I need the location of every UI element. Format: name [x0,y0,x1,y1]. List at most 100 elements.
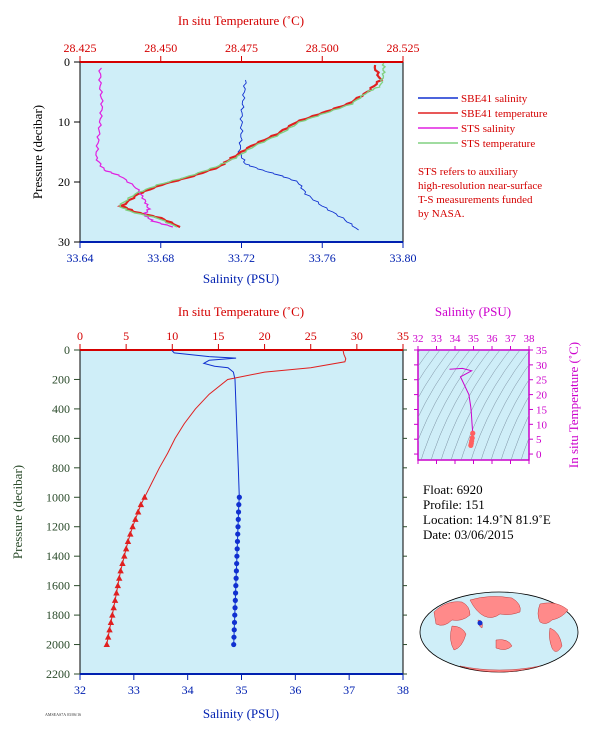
full-profile-temp-tick-label: 10 [166,329,178,343]
float-id: Float: 6920 [423,482,483,497]
full-profile-series-group [103,349,347,648]
full-profile-sal-tick-label: 35 [236,683,248,697]
near-surface-tick-group: 28.425 28.450 28.475 28.500 28.525 33.64 33.68… [58,41,420,265]
full-profile-salinity-marker [236,502,242,508]
full-profile-temperature-marker [137,501,145,508]
ts-density-contour [460,350,521,460]
full-profile-salinity-marker [233,583,239,589]
near-surface-bottom-axis-label: Salinity (PSU) [203,271,279,286]
full-profile-bottom-axis-label: Salinity (PSU) [203,706,279,721]
legend-note-line-4: by NASA. [418,208,465,220]
ts-density-contour [418,350,471,442]
legend-label-sbe41-temperature: SBE41 temperature [461,108,548,120]
ts-density-contour [500,395,529,460]
near-surface-temp-tick-label: 28.450 [144,41,177,55]
ts-temp-tick-label: 5 [536,434,542,446]
full-profile-pressure-tick-label: 2000 [46,638,70,652]
ts-top-axis-label: Salinity (PSU) [435,304,511,319]
ts-deep-marker [470,430,476,436]
legend-label-sts-salinity: STS salinity [461,123,516,135]
near-surface-temp-tick-label: 28.475 [225,41,258,55]
ts-density-contour [520,437,529,460]
full-profile-salinity-marker [231,641,237,648]
ts-series-group [449,367,476,449]
near-surface-series-group [95,62,387,231]
full-profile-pressure-tick-label: 400 [52,402,70,416]
ts-sal-tick-label: 38 [524,333,536,345]
near-surface-series-sbe41-salinity [237,79,359,231]
near-surface-sal-tick-label: 33.72 [228,251,255,265]
full-profile-temperature-marker [109,611,116,618]
full-profile-plot-area [79,349,404,675]
ts-density-contours [418,350,529,460]
legend-note-line-3: T-S measurements funded [418,194,533,206]
full-profile-salinity-marker [231,634,237,640]
full-profile-temperature-marker [114,582,122,589]
ts-temp-tick-label: 10 [536,419,548,431]
full-profile-temperature-marker [124,537,132,544]
full-profile-salinity-line [171,349,240,645]
ts-temp-tick-label: 25 [536,375,548,387]
full-profile-pressure-tick-label: 1200 [46,520,70,534]
date: Date: 03/06/2015 [423,527,514,542]
full-profile-temperature-marker [113,589,120,596]
full-profile-temperature-marker [110,604,117,611]
full-profile-sal-tick-label: 32 [74,683,86,697]
ts-density-contour [510,414,529,460]
near-surface-sal-tick-label: 33.80 [390,251,417,265]
full-profile-temp-tick-label: 15 [212,329,224,343]
ts-density-contour [490,379,529,460]
ts-density-contour [418,350,451,399]
near-surface-temp-tick-label: 28.500 [306,41,339,55]
near-surface-pressure-tick-label: 20 [58,175,70,189]
full-profile-panel: 0 5 10 15 20 25 30 35 32 33 34 35 36 37 38 0 200 400 600 80… [10,304,409,721]
float-location-marker [477,620,483,626]
full-profile-temperature-marker [141,493,148,500]
full-profile-salinity-marker [234,553,240,559]
ts-density-contour [470,350,529,460]
ts-temp-tick-label: 0 [536,449,542,461]
full-profile-sal-tick-label: 33 [128,683,140,697]
full-profile-sal-tick-label: 36 [289,683,301,697]
full-profile-tick-group: 0 5 10 15 20 25 30 35 32 33 34 35 36 37 38 0 200 400 600 80… [46,329,409,697]
full-profile-temperature-marker [106,626,113,633]
ts-sal-tick-label: 35 [468,333,480,345]
near-surface-series-sbe41-temperature [116,64,384,229]
full-profile-temperature-marker [132,515,139,522]
full-profile-temperature-marker [119,560,126,567]
near-surface-temp-tick-label: 28.525 [387,41,420,55]
world-map [419,591,579,673]
ts-right-axis-label: In situ Temperature (˚C) [566,342,581,468]
full-profile-temp-tick-label: 5 [123,329,129,343]
near-surface-panel: 28.425 28.450 28.475 28.500 28.525 33.64 33.68… [30,13,420,286]
ts-density-contour [418,350,461,418]
full-profile-pressure-tick-label: 600 [52,431,70,445]
legend-note-line-2: high-resolution near-surface [418,180,542,192]
full-profile-salinity-marker [232,612,238,618]
legend: SBE41 salinity SBE41 temperature STS sal… [418,93,548,220]
full-profile-salinity-marker [236,494,242,500]
ts-sal-tick-label: 37 [505,333,517,345]
full-profile-salinity-marker [235,531,241,537]
full-profile-temperature-marker [111,596,119,603]
full-profile-sal-tick-label: 34 [182,683,194,697]
near-surface-left-axis-label: Pressure (decibar) [30,105,45,199]
profile-number: Profile: 151 [423,497,485,512]
full-profile-temperature-marker [117,567,124,574]
ts-temp-tick-label: 15 [536,404,548,416]
world-map-landmasses [433,596,569,673]
full-profile-pressure-tick-label: 800 [52,461,70,475]
ts-density-contour [430,350,491,460]
ts-sal-tick-label: 33 [431,333,443,345]
full-profile-salinity-marker [232,597,238,603]
full-profile-salinity-marker [231,627,237,633]
full-profile-salinity-marker [232,605,238,611]
location: Location: 14.9˚N 81.9˚E [423,512,551,527]
footer-fine-print: AMSEAS7A 03/06/16 [45,712,81,717]
full-profile-salinity-marker [235,524,241,530]
full-profile-left-axis-label: Pressure (decibar) [10,465,25,559]
full-profile-salinity-marker [235,516,241,522]
ts-sal-tick-label: 36 [487,333,499,345]
full-profile-temperature-marker [121,552,128,559]
full-profile-pressure-tick-label: 1800 [46,608,70,622]
